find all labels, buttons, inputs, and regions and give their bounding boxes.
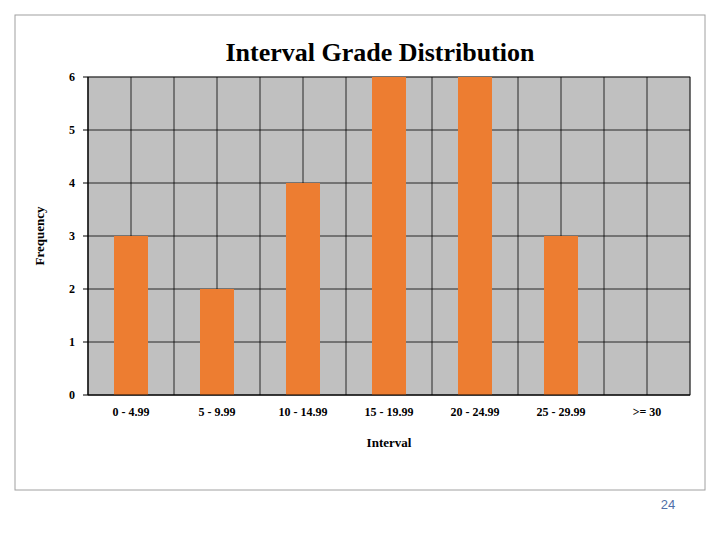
bar [372,77,406,395]
y-tick-label: 1 [69,335,75,349]
page-number: 24 [661,497,675,512]
bars [114,77,578,395]
x-tick-label: 20 - 24.99 [451,405,500,419]
y-tick [83,236,88,237]
y-tick-label: 6 [69,70,75,84]
y-tick-label: 2 [69,282,75,296]
title: Interval Grade Distribution [225,38,535,67]
y-axis-label: Frequency [32,206,47,265]
h-grid-line [88,395,690,396]
bar [286,183,320,395]
chart-frame [15,15,705,490]
bar [114,236,148,395]
plot-area [88,77,690,395]
x-tick-label: 5 - 9.99 [199,405,236,419]
x-axis-label: Interval [367,435,412,450]
y-tick [83,395,88,396]
bar [458,77,492,395]
x-tick-label: 0 - 4.99 [113,405,150,419]
y-tick-label: 3 [69,229,75,243]
y-tick-label: 4 [69,176,75,190]
x-tick-label: 15 - 19.99 [365,405,414,419]
y-tick [83,77,88,78]
y-tick [83,342,88,343]
x-tick-label: >= 30 [633,405,662,419]
bar [544,236,578,395]
x-tick-label: 25 - 29.99 [537,405,586,419]
x-axis [88,395,690,396]
bar [200,289,234,395]
y-tick-label: 5 [69,123,75,137]
x-tick-label: 10 - 14.99 [279,405,328,419]
y-tick [83,289,88,290]
chart: 0 1 2 3 4 5 6 0 - 4.99 5 - 9.99 10 - 14.99 15 - 19… [0,0,720,540]
y-tick-label: 0 [69,388,75,402]
y-tick [83,130,88,131]
y-tick [83,183,88,184]
